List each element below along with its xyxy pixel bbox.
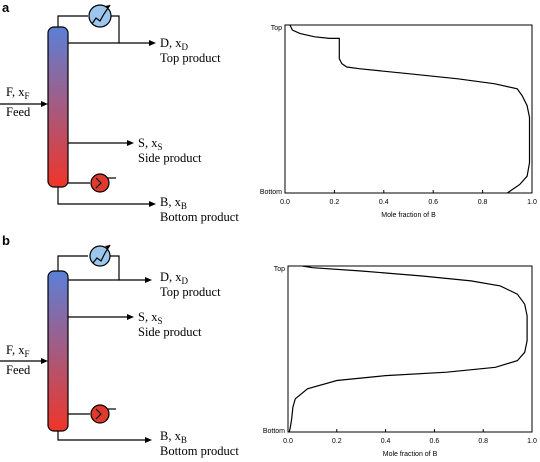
- feed-symbol: F, xF: [6, 85, 29, 101]
- condenser-arrow-icon: [105, 245, 110, 249]
- x-tick-label: 0.8: [478, 199, 488, 206]
- reboiler-coil-icon: [95, 408, 102, 420]
- y-bottom-label: Bottom: [263, 428, 285, 435]
- overhead-line: [57, 255, 88, 271]
- feed-name: Feed: [6, 105, 31, 119]
- stream-labels: F, xF Feed D, xD Top product S, xS Side …: [6, 36, 239, 224]
- feed-arrow-icon: [41, 358, 48, 364]
- reboiler-icon: [90, 173, 110, 193]
- x-tick-label: 1.0: [527, 438, 537, 445]
- y-top-label: Top: [271, 25, 282, 32]
- reflux-line: [68, 15, 120, 44]
- x-tick-label: 0.4: [381, 438, 391, 445]
- side-product-symbol: S, xS: [138, 310, 162, 326]
- overhead-line: [57, 15, 88, 27]
- bottoms-line: [57, 187, 152, 205]
- x-tick-label: 0.8: [478, 438, 488, 445]
- x-tick-label: 0.6: [430, 438, 440, 445]
- distillation-column: [47, 26, 69, 188]
- top-product-arrow-icon: [149, 40, 156, 46]
- x-axis-label: Mole fraction of B: [383, 451, 438, 458]
- top-product-name: Top product: [160, 285, 221, 299]
- side-product-name: Side product: [138, 325, 202, 339]
- top-product-symbol: D, xD: [160, 36, 189, 52]
- bottoms-line: [57, 431, 148, 441]
- x-axis-label: Mole fraction of B: [381, 212, 436, 219]
- composition-plot: 0.0 0.2 0.4 0.6 0.8 1.0 Mole fraction of B Top B…: [260, 24, 537, 219]
- bottom-product-name: Bottom product: [160, 444, 239, 458]
- column-diagram: [0, 244, 152, 443]
- panel-a: a F, xF: [0, 0, 537, 224]
- side-product-arrow-icon: [127, 314, 134, 320]
- condenser-arrow-icon: [105, 5, 110, 9]
- panel-label: a: [2, 0, 10, 15]
- top-product-symbol: D, xD: [160, 270, 189, 286]
- x-tick-label: 0.2: [332, 438, 342, 445]
- reflux-line: [68, 255, 120, 281]
- x-tick-label: 1.0: [527, 199, 537, 206]
- condenser-coil-icon: [92, 244, 111, 264]
- x-tick-label: 0.0: [280, 199, 290, 206]
- plot-frame: [284, 24, 533, 194]
- bottom-product-arrow-icon: [145, 437, 152, 443]
- composition-plot: 0.0 0.2 0.4 0.6 0.8 1.0 Mole fraction of B Top B…: [263, 265, 537, 458]
- x-tick-label: 0.4: [379, 199, 389, 206]
- composition-profile-line: [288, 265, 528, 433]
- x-tick-label: 0.2: [330, 199, 340, 206]
- bottom-product-symbol: B, xB: [160, 195, 187, 211]
- bottom-product-name: Bottom product: [160, 210, 239, 224]
- plot-frame: [287, 265, 533, 433]
- column-diagram: [0, 4, 156, 207]
- distillation-column: [47, 270, 69, 432]
- x-tick-label: 0.6: [428, 199, 438, 206]
- composition-profile-line: [289, 24, 531, 194]
- x-tick-label: 0.0: [283, 438, 293, 445]
- side-product-symbol: S, xS: [138, 136, 162, 152]
- reboiler-coil-icon: [95, 177, 102, 189]
- feed-arrow-icon: [41, 101, 48, 107]
- bottom-product-arrow-icon: [149, 201, 156, 207]
- condenser-coil-icon: [91, 4, 111, 25]
- panel-b: b F, xF Feed D, xD Top product: [0, 233, 537, 458]
- y-top-label: Top: [274, 266, 285, 273]
- feed-symbol: F, xF: [6, 343, 29, 359]
- panel-label: b: [2, 233, 10, 248]
- top-product-arrow-icon: [145, 277, 152, 283]
- bottom-product-symbol: B, xB: [160, 429, 187, 445]
- stream-labels: F, xF Feed D, xD Top product S, xS Side …: [6, 270, 239, 458]
- feed-name: Feed: [6, 363, 31, 377]
- y-bottom-label: Bottom: [260, 189, 282, 196]
- side-product-name: Side product: [138, 151, 202, 165]
- reboiler-icon: [90, 404, 110, 424]
- top-product-name: Top product: [160, 51, 221, 65]
- side-product-arrow-icon: [127, 140, 134, 146]
